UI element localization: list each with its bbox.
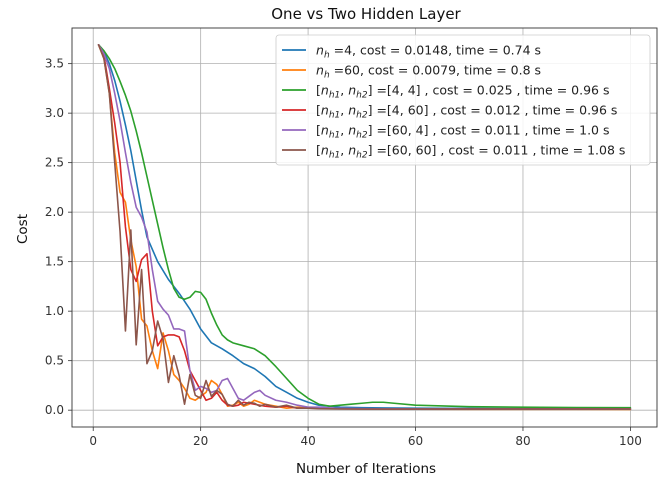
x-tick-label: 80 [515, 434, 530, 448]
legend-text-part: =4, cost = 0.0148, time = 0.74 s [330, 43, 541, 58]
legend-entry-4: [nh1, nh2] =[4, 60] , cost = 0.012 , tim… [316, 103, 617, 121]
series-line-6 [97, 44, 632, 410]
legend-text-part: n [348, 83, 356, 98]
legend-text-part: ] =[60, 60] , cost = 0.011 , time = 1.08… [368, 143, 626, 158]
legend-text-part: ] =[4, 60] , cost = 0.012 , time = 0.96 … [368, 103, 618, 118]
x-tick-label: 0 [89, 434, 97, 448]
legend-entry-6: [nh1, nh2] =[60, 60] , cost = 0.011 , ti… [316, 143, 625, 161]
x-axis-label: Number of Iterations [296, 461, 436, 477]
legend-text-part: n [321, 123, 329, 138]
legend-text-part: [ [316, 123, 321, 138]
y-axis-label: Cost [15, 214, 31, 244]
legend-text-part: h [324, 51, 330, 61]
legend-text-part: h1 [329, 131, 340, 141]
axis-ticks: 0 20 40 60 80 100 0.0 0.5 1.0 1.5 2.0 2.5 3.0 3.5 [45, 57, 642, 448]
x-tick-label: 60 [408, 434, 423, 448]
legend-text-part: n [348, 143, 356, 158]
legend-text-part: n [316, 63, 324, 78]
chart-title: One vs Two Hidden Layer [271, 5, 461, 23]
legend-entry-1: nh =4, cost = 0.0148, time = 0.74 s [316, 43, 541, 61]
legend-text-part: h1 [329, 111, 340, 121]
legend-text-part: n [321, 143, 329, 158]
legend-text-part: h2 [356, 131, 368, 141]
legend-text-part: , [340, 143, 348, 158]
legend-text-part: n [348, 103, 356, 118]
legend-text-part: n [321, 83, 329, 98]
y-tick-label: 1.0 [45, 304, 64, 318]
legend-text-part: h1 [329, 151, 340, 161]
series-line-3 [97, 44, 632, 409]
legend-box [275, 34, 651, 166]
series-line-1 [97, 44, 632, 410]
legend-entry-2: nh =60, cost = 0.0079, time = 0.8 s [316, 63, 541, 81]
x-tick-label: 20 [193, 434, 208, 448]
y-tick-label: 0.5 [45, 354, 64, 368]
legend-text-part: n [321, 103, 329, 118]
legend-entry-3: [nh1, nh2] =[4, 4] , cost = 0.025 , time… [316, 83, 609, 101]
y-tick-label: 3.0 [45, 106, 64, 120]
legend-text-part: h [324, 71, 330, 81]
legend-text-part: h2 [356, 111, 368, 121]
y-tick-label: 2.0 [45, 205, 64, 219]
plot-frame [71, 27, 658, 428]
legend-text-part: h1 [329, 91, 340, 101]
series-line-5 [97, 44, 632, 410]
y-tick-label: 3.5 [45, 57, 64, 71]
legend-text-part: ] =[4, 4] , cost = 0.025 , time = 0.96 s [368, 83, 610, 98]
legend-text-part: [ [316, 83, 321, 98]
legend-text-part: n [316, 43, 324, 58]
legend-entry-5: [nh1, nh2] =[60, 4] , cost = 0.011 , tim… [316, 123, 609, 141]
legend-text-part: =60, cost = 0.0079, time = 0.8 s [330, 63, 541, 78]
y-tick-label: 2.5 [45, 156, 64, 170]
legend-text-part: n [348, 123, 356, 138]
legend-text-part: h2 [356, 151, 368, 161]
legend-text-part: , [340, 83, 348, 98]
x-tick-label: 40 [300, 434, 315, 448]
legend-text-part: [ [316, 103, 321, 118]
legend-text-part: , [340, 123, 348, 138]
legend-text-part: , [340, 103, 348, 118]
legend-text-part: h2 [356, 91, 368, 101]
y-tick-label: 0.0 [45, 403, 64, 417]
y-tick-label: 1.5 [45, 255, 64, 269]
x-tick-label: 100 [619, 434, 642, 448]
legend: nh =4, cost = 0.0148, time = 0.74 snh =6… [275, 34, 651, 166]
series-lines [97, 44, 632, 411]
legend-text-part: [ [316, 143, 321, 158]
legend-text-part: ] =[60, 4] , cost = 0.011 , time = 1.0 s [368, 123, 610, 138]
